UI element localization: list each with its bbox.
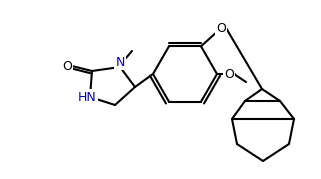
Text: N: N bbox=[115, 55, 125, 69]
Text: O: O bbox=[62, 59, 72, 72]
Text: HN: HN bbox=[78, 91, 96, 103]
Text: O: O bbox=[216, 22, 226, 35]
Text: O: O bbox=[224, 67, 234, 81]
